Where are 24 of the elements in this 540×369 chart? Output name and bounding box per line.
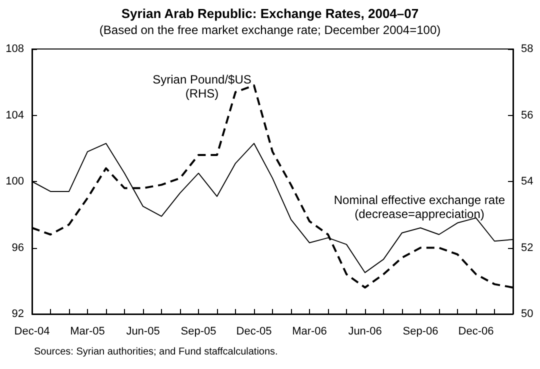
y2-tick-label: 56	[521, 109, 534, 122]
series-label: Syrian Pound/$US (RHS)	[152, 72, 252, 100]
x-tick-label: Sep-05	[180, 326, 216, 338]
series-label: Nominal effective exchange rate (decrease=appreciation)	[334, 192, 506, 221]
x-tick-label: Dec-04	[14, 326, 50, 338]
y2-tick-label: 50	[521, 308, 534, 320]
source-note: Sources: Syrian authorities; and Fund staffcalculations.	[34, 346, 278, 358]
y-tick-label: 92	[12, 308, 24, 320]
x-tick-label: Jun-06	[348, 326, 382, 338]
chart-subtitle: (Based on the free market exchange rate; December 2004=100)	[99, 23, 441, 37]
y-tick-label: 104	[6, 109, 24, 122]
y2-tick-label: 54	[521, 176, 534, 188]
y2-tick-label: 52	[521, 242, 534, 254]
chart-title: Syrian Arab Republic: Exchange Rates, 2004–07	[121, 6, 419, 21]
x-tick-label: Mar-06	[292, 326, 327, 338]
y-tick-label: 100	[6, 176, 24, 188]
x-tick-label: Dec-06	[458, 326, 494, 338]
y-tick-label: 108	[6, 43, 24, 55]
y2-tick-label: 58	[521, 43, 534, 55]
x-tick-label: Dec-05	[236, 326, 272, 338]
x-tick-label: Mar-05	[70, 326, 105, 338]
x-tick-label: Sep-06	[402, 326, 438, 338]
x-tick-label: Jun-05	[126, 326, 160, 338]
y-tick-label: 96	[12, 242, 24, 254]
